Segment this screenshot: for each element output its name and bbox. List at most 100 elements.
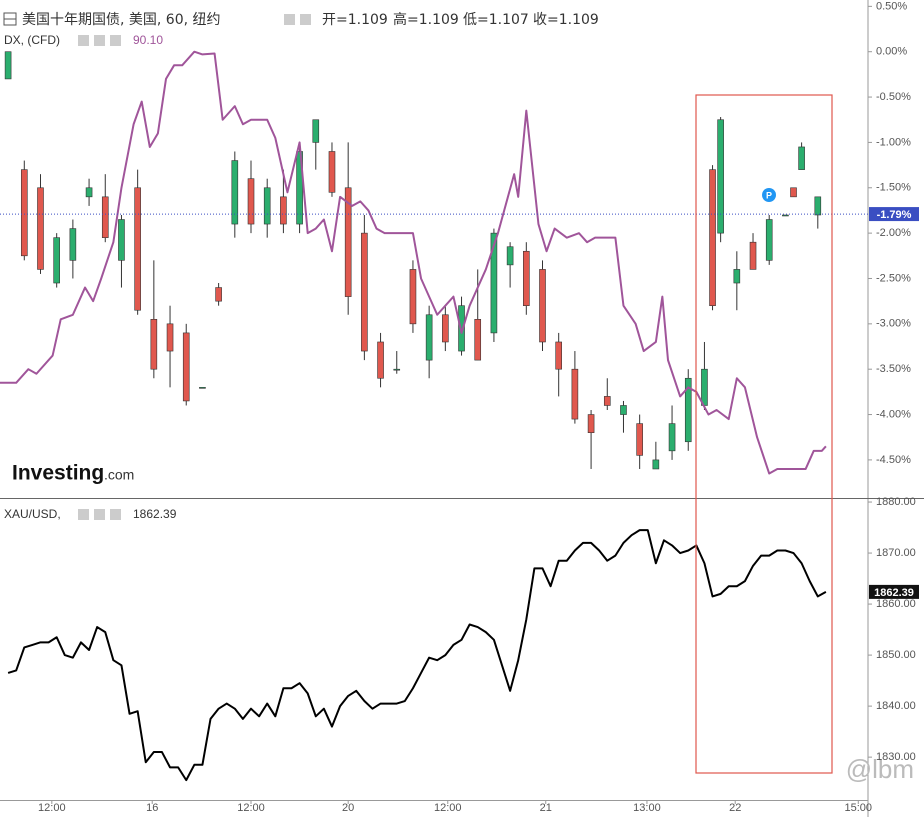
y-tick-label: -4.00% [876, 408, 911, 420]
y-tick-label: 0.00% [876, 46, 907, 58]
xau-legend: XAU/USD, [4, 507, 61, 521]
candle-body [361, 232, 368, 352]
y-tick-label: 1870.00 [876, 547, 916, 559]
candle-body [85, 187, 93, 198]
watermark: .com [104, 467, 134, 483]
candle-body [182, 332, 190, 402]
candle-body [215, 287, 222, 302]
candle-body [749, 241, 757, 270]
candle-body [280, 196, 287, 225]
candle-body [312, 119, 320, 143]
candle-body [587, 414, 595, 433]
dx-legend: DX, (CFD) [4, 33, 60, 47]
x-tick-label: 13:00 [633, 802, 661, 814]
candle-body [814, 196, 822, 216]
candle-body [652, 459, 660, 470]
candle-body [377, 341, 384, 379]
settings-icon[interactable] [78, 509, 89, 520]
candle-body [247, 178, 255, 225]
y-tick-label: 1850.00 [876, 649, 916, 661]
candle-body [20, 169, 28, 257]
candle-body [765, 219, 773, 261]
candle-body [603, 396, 611, 406]
position-marker[interactable] [762, 188, 776, 202]
candle-body [69, 228, 77, 261]
x-tick-label: 12:00 [434, 802, 462, 814]
candle-body [4, 51, 12, 80]
x-tick-label: 12:00 [38, 802, 66, 814]
candle-body [199, 387, 206, 389]
ohlc-label: 高=1.109 [393, 11, 459, 28]
candle-body [101, 196, 109, 238]
position-marker-label: P [766, 190, 772, 200]
main-title: 美国十年期国债, 美国, 60, 纽约 [22, 12, 221, 28]
last-price-label: 1862.39 [874, 587, 914, 599]
y-tick-label: -0.50% [876, 91, 911, 103]
watermark: Investing [12, 462, 104, 485]
candle-body [134, 187, 141, 311]
candle-body [263, 187, 271, 225]
dx-value: 90.10 [133, 33, 163, 47]
last-price-tag [869, 584, 919, 599]
y-tick-label: 0.50% [876, 0, 907, 12]
candle-body [555, 341, 562, 370]
settings-icon[interactable] [94, 509, 105, 520]
candle-body [790, 187, 797, 198]
candle-body [523, 250, 530, 306]
candle-body [571, 368, 579, 420]
y-tick-label: -2.50% [876, 272, 911, 284]
candle-body [474, 319, 482, 361]
close-icon[interactable] [110, 35, 121, 46]
signature: @lbm [846, 754, 914, 784]
settings-icon[interactable] [78, 35, 89, 46]
candle-body [425, 314, 433, 361]
candle-body [506, 246, 514, 266]
candle-body [798, 146, 805, 170]
candle-body [150, 319, 158, 370]
candle-body [668, 423, 676, 452]
x-tick-label: 22 [729, 802, 741, 814]
ohlc-label: 开=1.109 [322, 12, 388, 28]
y-tick-label: 1830.00 [876, 751, 916, 763]
candle-body [442, 314, 449, 343]
highlight-box [695, 94, 833, 774]
candle-body [393, 368, 401, 371]
settings-icon[interactable] [300, 14, 311, 25]
last-price-label: -1.79% [877, 209, 912, 221]
y-tick-label: -3.00% [876, 318, 911, 330]
candle-body [709, 169, 716, 306]
settings-icon[interactable] [94, 35, 105, 46]
ohlc-label: 低=1.107 [463, 12, 529, 28]
close-icon[interactable] [110, 509, 121, 520]
ohlc-label: 收=1.109 [533, 12, 599, 28]
candle-body [166, 323, 174, 352]
candle-body [344, 187, 352, 297]
candle-body [118, 219, 125, 261]
x-tick-label: 16 [146, 802, 158, 814]
marks [0, 50, 868, 782]
settings-icon[interactable] [284, 14, 295, 25]
candle-body [37, 187, 44, 270]
candle-body [328, 151, 336, 193]
y-tick-label: -4.50% [876, 454, 911, 466]
candle-body [620, 405, 627, 415]
candle-body [636, 423, 643, 456]
y-tick-label: 1860.00 [876, 598, 916, 610]
x-tick-label: 21 [540, 802, 552, 814]
y-tick-label: -3.50% [876, 363, 911, 375]
candle-body [53, 237, 60, 284]
y-tick-label: 1880.00 [876, 496, 916, 508]
xau-line [7, 529, 827, 782]
candle-body [409, 269, 417, 325]
xau-value: 1862.39 [133, 507, 177, 521]
dx-line [0, 50, 827, 475]
y-tick-label: -2.00% [876, 227, 911, 239]
candle-body [231, 160, 239, 225]
x-tick-label: 15:00 [845, 802, 873, 814]
x-tick-label: 12:00 [237, 802, 265, 814]
candle-body [490, 232, 498, 334]
y-tick-label: -1.50% [876, 182, 911, 194]
